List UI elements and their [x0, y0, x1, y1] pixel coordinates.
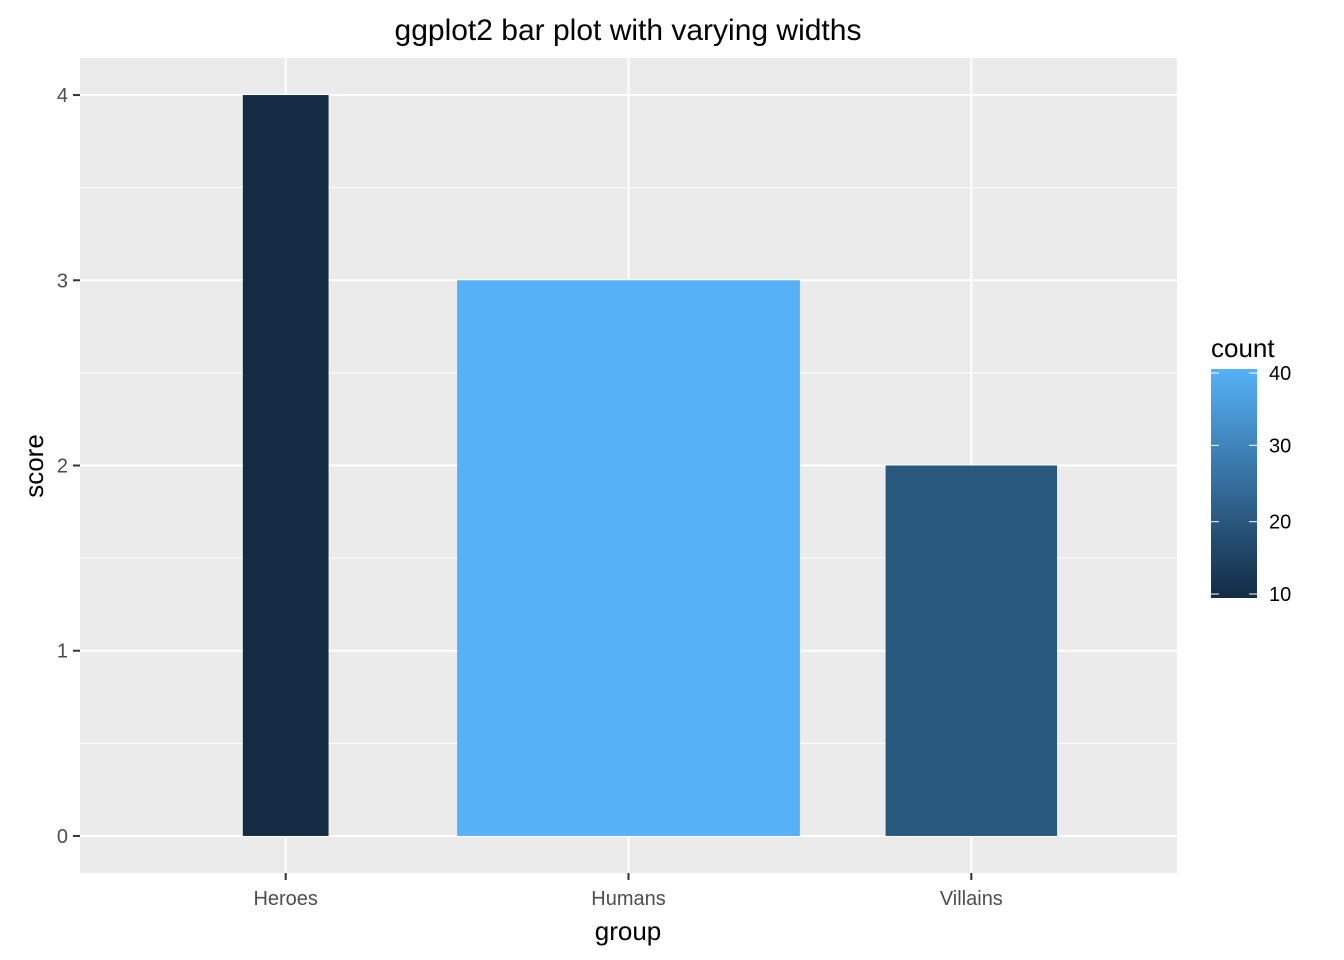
y-tick-label: 3 [57, 270, 68, 292]
legend-title: count [1211, 333, 1275, 363]
x-tick-label: Humans [591, 888, 665, 910]
bar-humans [457, 280, 800, 836]
bars [242, 95, 1058, 836]
bar-heroes [242, 95, 329, 836]
y-axis: 0 1 2 3 4 [57, 85, 80, 848]
bar-villains [885, 465, 1058, 836]
y-axis-title: score [19, 434, 49, 498]
x-tick-label: Heroes [253, 888, 317, 910]
y-tick-label: 1 [57, 641, 68, 663]
chart-title: ggplot2 bar plot with varying widths [395, 14, 862, 47]
legend-tick-label: 40 [1269, 363, 1291, 385]
colorbar [1211, 369, 1257, 598]
legend-ticks: 10 20 30 40 [1211, 363, 1291, 606]
fill-legend: count 10 20 30 40 [1211, 333, 1291, 606]
x-axis: Heroes Humans Villains [253, 873, 1003, 910]
x-tick-label: Villains [940, 888, 1003, 910]
y-tick-label: 4 [57, 85, 68, 107]
legend-tick-label: 30 [1269, 435, 1291, 457]
y-tick-label: 0 [57, 826, 68, 848]
y-tick-label: 2 [57, 456, 68, 478]
legend-tick-label: 20 [1269, 512, 1291, 534]
x-axis-title: group [595, 916, 662, 946]
legend-tick-label: 10 [1269, 584, 1291, 606]
